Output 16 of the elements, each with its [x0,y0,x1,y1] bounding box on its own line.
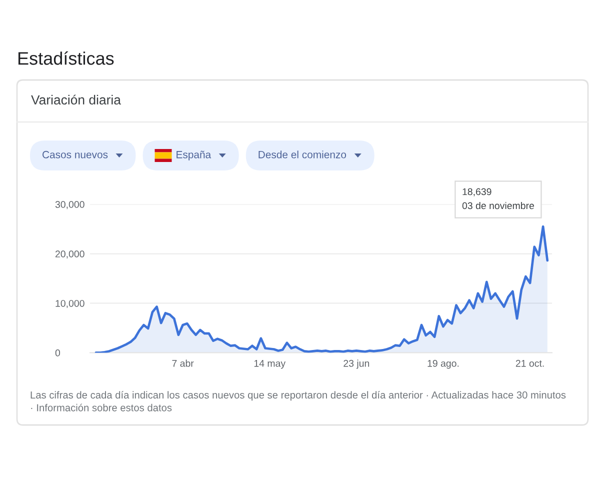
x-tick-label: 21 oct. [516,360,544,367]
text: España [176,150,212,160]
y-tick-label: 20,000 [55,250,84,259]
text: Casos nuevos [42,150,108,158]
chart-subtitle: Variación diaria [31,94,121,105]
x-tick-label: 23 jun [344,360,370,369]
y-tick-label: 10,000 [56,300,84,308]
text: Desde el comienzo [258,150,346,158]
text: Las cifras de cada día indican los casos nuevos que se reportaron desde el día anterior · Actualizadas hace 30 minutos · Información sobre estos datos [30,391,566,412]
x-tick-label: 19 ago. [428,360,459,369]
x-tick-label: 7 abr [172,360,194,367]
y-tick-label: 30,000 [55,201,84,210]
chart-title: Estadísticas [18,51,114,65]
y-tick-label: 0 [55,349,60,356]
x-tick-label: 14 may [254,360,286,369]
annotation: 18,639 03 de noviembre [462,188,534,210]
